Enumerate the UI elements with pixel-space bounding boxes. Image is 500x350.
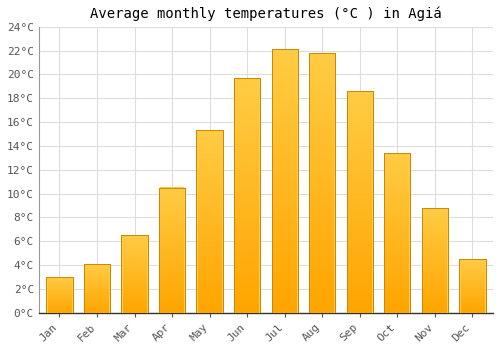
Bar — [309, 53, 336, 313]
Bar — [460, 259, 485, 313]
Bar — [84, 264, 110, 313]
Bar — [460, 259, 485, 313]
Bar — [384, 153, 410, 313]
Bar — [384, 153, 410, 313]
Bar — [159, 188, 185, 313]
Bar — [122, 235, 148, 313]
Bar — [346, 91, 373, 313]
Bar — [272, 49, 298, 313]
Bar — [422, 208, 448, 313]
Bar — [46, 277, 72, 313]
Bar — [272, 49, 298, 313]
Title: Average monthly temperatures (°C ) in Agiá: Average monthly temperatures (°C ) in Ag… — [90, 7, 442, 21]
Bar — [196, 131, 223, 313]
Bar — [84, 264, 110, 313]
Bar — [346, 91, 373, 313]
Bar — [234, 78, 260, 313]
Bar — [46, 277, 72, 313]
Bar — [309, 53, 336, 313]
Bar — [234, 78, 260, 313]
Bar — [196, 131, 223, 313]
Bar — [122, 235, 148, 313]
Bar — [159, 188, 185, 313]
Bar — [422, 208, 448, 313]
